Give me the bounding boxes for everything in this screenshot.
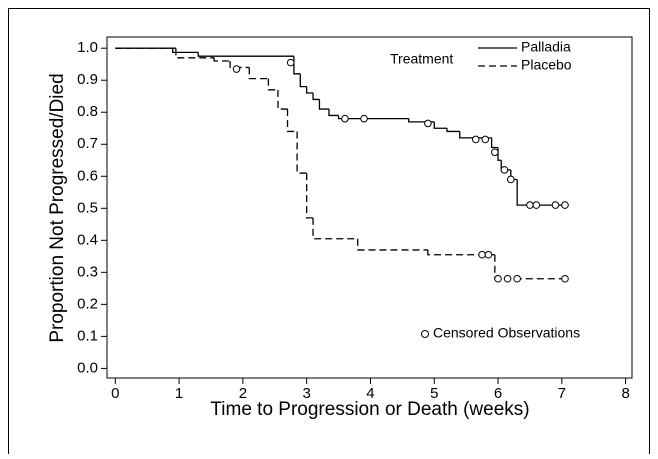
step-segment — [328, 109, 339, 117]
step-segment — [213, 57, 231, 62]
step-segment — [459, 131, 492, 139]
step-segment — [299, 73, 307, 88]
x-tick-label: 6 — [494, 385, 502, 402]
censor-mark — [500, 166, 509, 174]
censor-mark — [491, 148, 499, 157]
x-tick-label: 3 — [302, 385, 310, 402]
y-tick-label: 0.0 — [77, 359, 98, 376]
censor-mark — [532, 201, 541, 209]
y-tick-label: 0.1 — [77, 327, 98, 344]
step-segment — [306, 173, 314, 219]
censor-mark — [478, 250, 486, 259]
step-segment — [357, 238, 428, 251]
y-tick-label: 0.9 — [77, 71, 98, 88]
x-tick-label: 7 — [558, 385, 566, 402]
censor-mark — [561, 201, 569, 209]
step-segment — [446, 128, 460, 133]
censor-legend-label: Censored Observations — [433, 325, 580, 341]
step-segment — [277, 89, 288, 110]
y-tick-label: 0.3 — [77, 263, 98, 280]
censor-mark — [471, 135, 480, 144]
step-segment — [197, 52, 294, 57]
censor-mark — [360, 114, 368, 123]
outer-border — [8, 8, 650, 459]
censor-mark — [286, 58, 295, 67]
censor-mark — [506, 175, 515, 184]
x-tick-label: 2 — [239, 385, 247, 402]
x-tick-label: 0 — [111, 385, 119, 402]
step-segment — [516, 179, 566, 206]
x-axis-label: Time to Progression or Death (weeks) — [210, 399, 529, 420]
y-axis-label: Proportion Not Progressed/Died — [47, 73, 68, 342]
step-segment — [172, 48, 199, 54]
censor-mark — [561, 274, 569, 283]
step-segment — [337, 115, 409, 120]
x-tick-label: 1 — [175, 385, 183, 402]
censor-mark — [341, 114, 349, 123]
y-tick-label: 0.6 — [77, 167, 98, 184]
plot-frame — [106, 36, 633, 379]
step-segment — [433, 121, 448, 129]
legend-title: Treatment — [390, 51, 453, 67]
step-segment — [306, 86, 314, 94]
y-tick-label: 0.7 — [77, 135, 98, 152]
step-segment — [494, 254, 566, 280]
step-segment — [312, 217, 358, 240]
censor-mark — [503, 274, 512, 283]
censor-mark — [424, 119, 432, 128]
step-segment — [175, 48, 215, 59]
censor-mark — [484, 250, 493, 259]
step-segment — [497, 147, 502, 161]
censor-mark — [481, 135, 490, 144]
y-tick-label: 0.4 — [77, 231, 98, 248]
legend-label: Placebo — [521, 57, 572, 73]
step-segment — [229, 61, 250, 69]
step-segment — [318, 99, 329, 110]
step-segment — [286, 109, 298, 133]
y-tick-label: 1.0 — [77, 39, 98, 56]
x-tick-label: 5 — [430, 385, 438, 402]
censor-mark — [526, 201, 534, 209]
censor-mark — [494, 274, 502, 283]
censor-mark — [513, 274, 521, 283]
x-tick-label: 4 — [366, 385, 374, 402]
step-segment — [427, 249, 495, 256]
legend-label: Palladia — [521, 39, 571, 55]
step-segment — [248, 67, 269, 80]
y-tick-label: 0.8 — [77, 103, 98, 120]
censor-mark — [551, 201, 560, 209]
censor-mark — [232, 65, 241, 73]
step-segment — [296, 131, 307, 174]
censor-legend-symbol — [421, 330, 429, 338]
step-segment — [293, 56, 301, 75]
step-segment — [312, 93, 320, 101]
step-segment — [491, 137, 499, 149]
y-tick-label: 0.2 — [77, 295, 98, 312]
y-tick-label: 0.5 — [77, 199, 98, 216]
step-segment — [267, 78, 278, 91]
x-tick-label: 8 — [621, 385, 629, 402]
